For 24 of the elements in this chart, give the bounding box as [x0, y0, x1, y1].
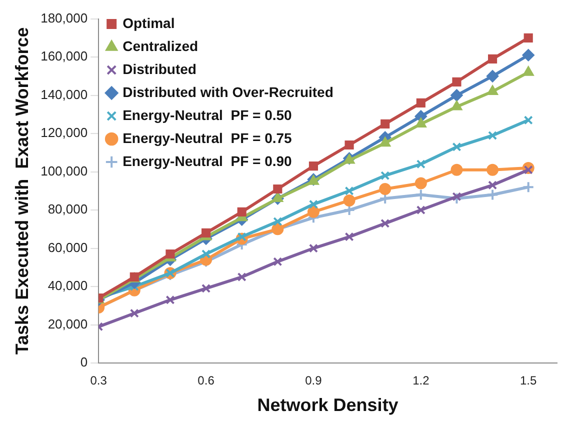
y-tick-label: 80,000	[48, 202, 88, 217]
x-tick-label: 0.9	[305, 374, 322, 388]
legend-label: Distributed	[122, 60, 196, 77]
y-tick-label: 60,000	[48, 240, 88, 255]
x-axis-title: Network Density	[257, 395, 398, 416]
y-tick-label: 140,000	[40, 86, 88, 102]
y-tick-label: 20,000	[48, 316, 88, 332]
legend-label: Energy-Neutral PF = 0.90	[122, 152, 292, 169]
y-tick-label: 0	[80, 354, 88, 370]
y-tick-label: 160,000	[40, 48, 88, 64]
legend-label: Distributed with Over-Recruited	[122, 84, 334, 100]
y-tick-label: 180,000	[40, 10, 88, 26]
x-tick-label: 0.6	[198, 374, 215, 388]
y-tick-label: 40,000	[48, 278, 88, 294]
legend-label: Optimal	[122, 14, 175, 31]
y-tick-label: 100,000	[40, 163, 88, 178]
x-tick-label: 0.3	[90, 374, 108, 388]
y-tick-label: 120,000	[40, 125, 88, 140]
x-tick-label: 1.5	[520, 374, 538, 388]
legend-label: Energy-Neutral PF = 0.50	[122, 106, 292, 123]
legend-label: Centralized	[122, 38, 198, 54]
x-tick-label: 1.2	[412, 374, 430, 388]
legend-label: Energy-Neutral PF = 0.75	[122, 130, 292, 146]
y-axis-title: Tasks Executed with Exact Workforce	[12, 27, 32, 355]
